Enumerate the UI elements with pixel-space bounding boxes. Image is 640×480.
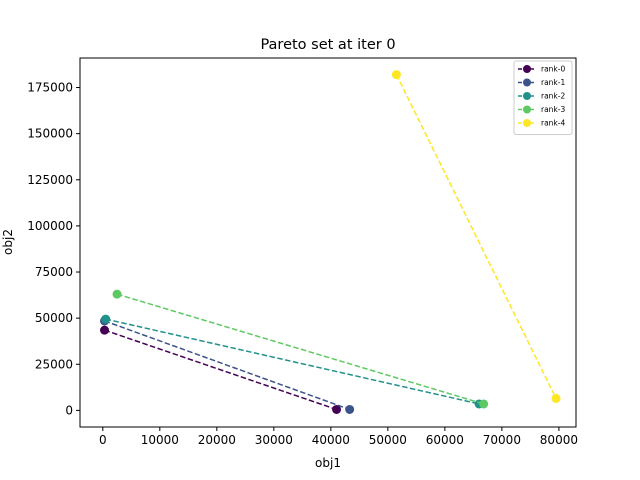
series-line-rank-2 [105,318,480,405]
plot-area-frame [79,57,577,428]
legend-label-rank-1: rank-1 [541,78,565,87]
legend-marker-rank-1 [523,78,531,87]
legend-label-rank-3: rank-3 [541,105,565,114]
x-tick-label: 0 [99,433,107,447]
legend-marker-rank-0 [523,65,531,73]
x-tick-label: 70000 [483,433,521,447]
series-line-rank-1 [104,320,350,411]
data-point-rank-1 [345,404,355,414]
data-point-rank-4 [391,70,401,80]
legend-label-rank-2: rank-2 [541,92,565,101]
y-tick-label: 25000 [35,357,73,371]
data-point-rank-3 [479,399,489,409]
x-tick-label: 40000 [312,433,350,447]
y-axis-ticks: 0 25000 50000 75000 100000 125000 150000 175000 [27,81,80,417]
y-axis-label: obj2 [1,229,15,255]
x-tick-label: 20000 [198,433,236,447]
y-tick-label: 125000 [27,173,73,187]
legend-marker-rank-3 [523,105,531,114]
legend: rank-0 rank-1 rank-2 rank-3 rank-4 [513,60,573,135]
legend-marker-rank-4 [523,119,531,127]
y-tick-label: 0 [65,403,73,417]
legend-label-rank-4: rank-4 [541,119,565,128]
x-axis-label: obj1 [315,456,341,470]
data-point-rank-0 [100,325,110,335]
x-tick-label: 10000 [141,433,179,447]
data-point-rank-3 [112,289,122,299]
y-tick-label: 75000 [35,265,73,279]
series-line-rank-4 [395,74,557,399]
series-layer [100,70,561,414]
x-tick-label: 30000 [255,433,293,447]
x-axis-ticks: 0 10000 20000 30000 40000 50000 60000 70000 8000… [99,427,578,447]
data-point-rank-0 [332,404,342,414]
data-point-rank-2 [101,314,111,324]
y-tick-label: 150000 [27,127,73,141]
chart-title: Pareto set at iter 0 [260,37,395,53]
series-line-rank-3 [116,293,484,405]
x-tick-label: 50000 [369,433,407,447]
series-line-rank-0 [104,329,337,411]
y-tick-label: 100000 [27,219,73,233]
x-tick-label: 60000 [426,433,464,447]
y-tick-label: 175000 [27,81,73,95]
legend-marker-rank-2 [523,92,531,100]
x-tick-label: 80000 [540,433,578,447]
y-tick-label: 50000 [35,311,73,325]
legend-label-rank-0: rank-0 [541,65,565,74]
data-point-rank-4 [551,393,561,403]
